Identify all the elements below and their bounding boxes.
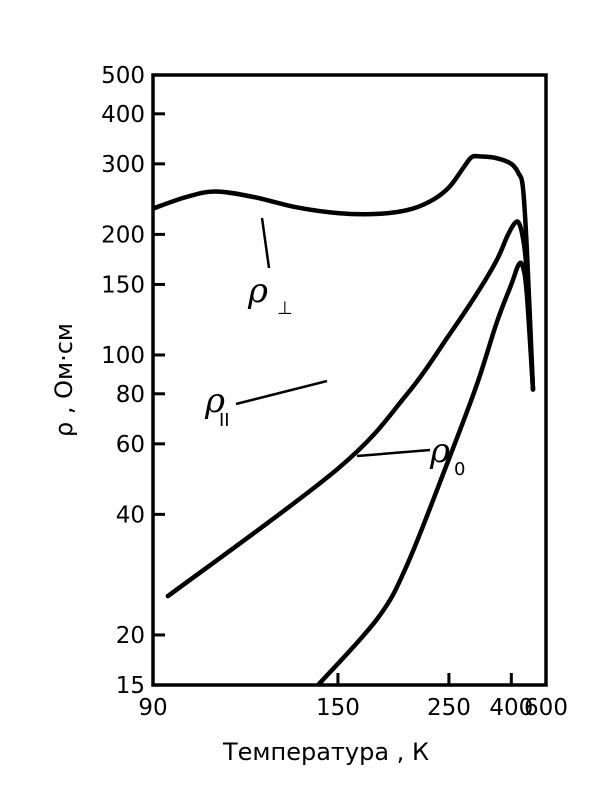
y-tick-label: 200 bbox=[101, 222, 145, 248]
y-tick-label: 300 bbox=[101, 152, 145, 178]
x-tick-label: 400 bbox=[489, 695, 533, 721]
series-rho-perp-line bbox=[153, 153, 536, 392]
x-tick-label: 250 bbox=[427, 695, 471, 721]
y-tick-label: 150 bbox=[101, 272, 145, 298]
axis-ticks bbox=[151, 73, 548, 687]
label-rho-perp: ρ ⊥ bbox=[247, 271, 293, 319]
y-tick-label: 400 bbox=[101, 102, 145, 128]
x-tick-label: 150 bbox=[316, 695, 360, 721]
y-tick-label: 500 bbox=[101, 63, 145, 89]
series-label-subscript: 0 bbox=[454, 459, 465, 480]
y-tick-label: 40 bbox=[116, 502, 145, 528]
series-label-subscript: II bbox=[219, 410, 230, 431]
series-label-symbol: ρ bbox=[247, 271, 268, 311]
x-tick-label: 90 bbox=[138, 695, 167, 721]
leader-line bbox=[235, 379, 328, 406]
leader-line bbox=[260, 217, 271, 269]
y-tick-label: 15 bbox=[116, 673, 145, 699]
y-axis-title: ρ , Ом·см bbox=[50, 323, 78, 437]
series-rho-parallel-line bbox=[165, 219, 536, 599]
y-tick-label: 60 bbox=[116, 432, 145, 458]
curves bbox=[153, 153, 536, 685]
y-tick-label: 100 bbox=[101, 343, 145, 369]
series-rho-zero-line bbox=[315, 260, 536, 685]
x-axis-title: Температура , К bbox=[222, 738, 429, 766]
x-tick-label: 600 bbox=[524, 695, 568, 721]
y-tick-label: 80 bbox=[116, 382, 145, 408]
series-label-symbol: ρ bbox=[429, 431, 450, 471]
plot-frame bbox=[151, 73, 548, 687]
y-tick-label: 20 bbox=[116, 623, 145, 649]
label-rho-parallel: ρII bbox=[204, 381, 230, 431]
leader-line bbox=[356, 448, 431, 458]
series-label-subscript: ⊥ bbox=[277, 298, 293, 319]
label-leaders bbox=[235, 217, 431, 458]
series-label-symbol: ρ bbox=[204, 381, 225, 421]
